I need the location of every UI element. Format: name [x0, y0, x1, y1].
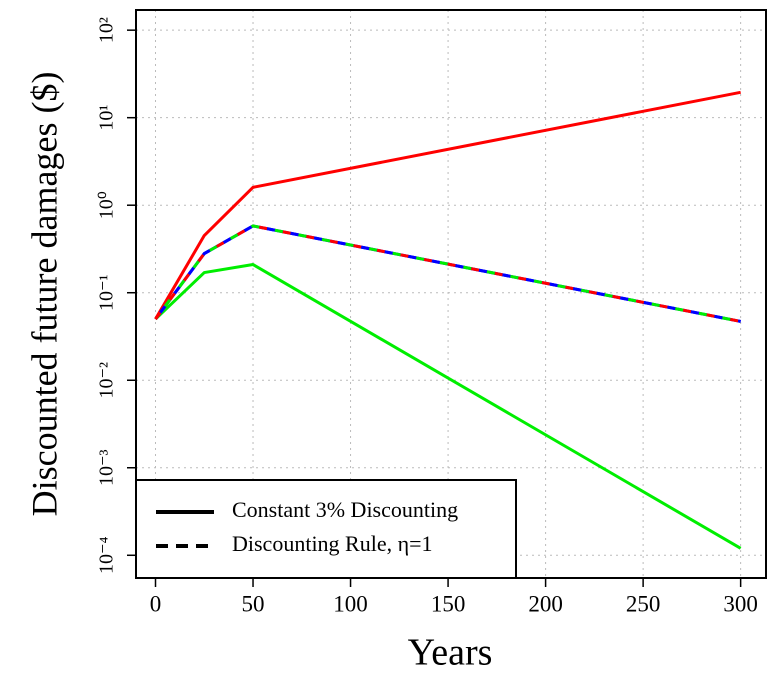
y-tick-label: 10⁻¹	[96, 274, 118, 311]
x-tick-label: 100	[333, 591, 368, 616]
data-line	[154, 224, 741, 323]
y-tick-label: 10⁰	[96, 191, 118, 219]
x-tick-label: 150	[431, 591, 466, 616]
y-tick-label: 10²	[96, 17, 118, 43]
data-line	[154, 224, 741, 323]
x-tick-label: 50	[242, 591, 265, 616]
x-tick-label: 200	[528, 591, 563, 616]
data-line	[154, 90, 741, 320]
y-axis-label: Discounted future damages ($)	[24, 72, 64, 517]
y-tick-label: 10⁻³	[96, 449, 118, 486]
x-tick-label: 300	[723, 591, 758, 616]
x-axis-label: Years	[408, 632, 493, 674]
y-tick-label: 10⁻⁴	[96, 536, 118, 574]
data-line	[154, 224, 741, 323]
data-line	[154, 263, 742, 550]
legend-box	[135, 479, 517, 579]
x-tick-label: 250	[626, 591, 661, 616]
x-tick-label: 0	[150, 591, 162, 616]
y-tick-label: 10¹	[96, 105, 118, 131]
y-tick-label: 10⁻²	[96, 362, 118, 399]
legend-label: Discounting Rule, η=1	[232, 531, 433, 556]
legend-label: Constant 3% Discounting	[232, 497, 458, 522]
data-line	[154, 224, 741, 323]
